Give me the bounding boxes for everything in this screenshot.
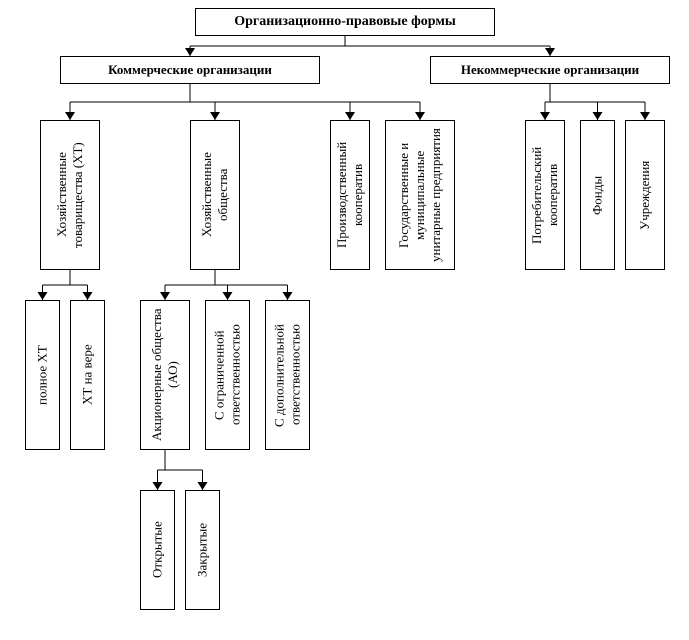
- node-xtvere: ХТ на вере: [70, 300, 105, 450]
- node-odo: С дополнительной ответственностью: [265, 300, 310, 450]
- node-root: Организационно-правовые формы: [195, 8, 495, 36]
- node-commercial: Коммерческие организации: [60, 56, 320, 84]
- node-prodcoop: Производственный кооператив: [330, 120, 370, 270]
- node-closed: Закрытые: [185, 490, 220, 610]
- node-potcoop: Потребительский кооператив: [525, 120, 565, 270]
- node-ooo: С ограниченной ответственностью: [205, 300, 250, 450]
- node-noncomm: Некоммерческие организации: [430, 56, 670, 84]
- node-gosmuni: Государственные и муниципальные унитарны…: [385, 120, 455, 270]
- node-xo: Хозяйственные общества: [190, 120, 240, 270]
- node-ao: Акционерные общества (АО): [140, 300, 190, 450]
- node-fullxt: полное ХТ: [25, 300, 60, 450]
- node-uchr: Учреждения: [625, 120, 665, 270]
- node-fondy: Фонды: [580, 120, 615, 270]
- node-xt: Хозяйственные товарищества (ХТ): [40, 120, 100, 270]
- node-open: Открытые: [140, 490, 175, 610]
